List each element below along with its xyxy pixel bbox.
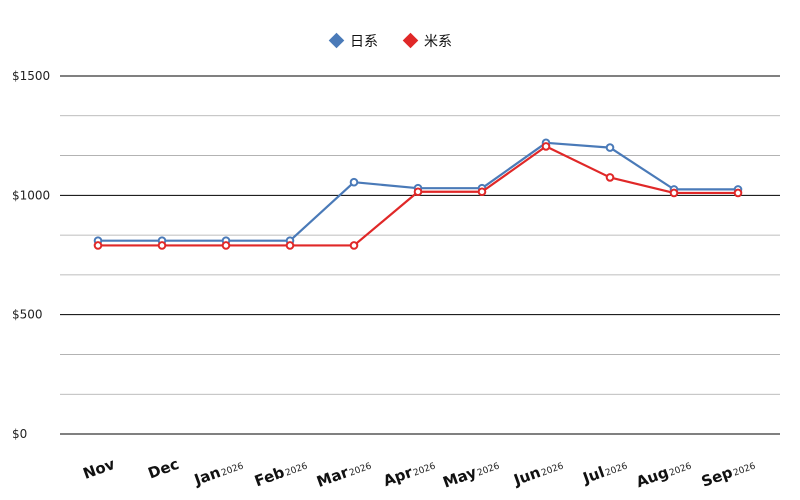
y-tick-label: $0 (12, 427, 27, 441)
x-tick-year: 2026 (476, 461, 501, 478)
x-tick-label: Jan2026 (191, 455, 246, 490)
x-tick-label: Jun2026 (510, 455, 565, 490)
x-tick-month: Dec (146, 455, 182, 483)
x-axis: Nov Dec Jan2026 Feb2026 Mar2026 Apr2026 May202… (81, 455, 758, 492)
data-point (477, 187, 487, 197)
legend-label: 米系 (424, 34, 452, 50)
svg-text:Jun2026: Jun2026 (510, 455, 565, 490)
svg-text:Dec: Dec (146, 455, 182, 483)
legend-diamond-icon (402, 32, 419, 49)
y-tick-label: $1000 (12, 188, 50, 202)
x-tick-month: Jan (191, 463, 223, 489)
data-point (733, 188, 743, 198)
x-tick-month: Aug (634, 463, 671, 491)
legend-diamond-icon (328, 32, 345, 49)
x-tick-year: 2026 (604, 461, 629, 478)
y-axis: $0 $500 $1000 $1500 (12, 69, 50, 441)
legend: 日系 米系 (328, 32, 452, 50)
data-point (605, 173, 615, 182)
x-tick-label: Nov (81, 455, 118, 483)
svg-text:Sep2026: Sep2026 (699, 455, 758, 491)
x-tick-month: Apr (381, 463, 416, 490)
legend-item: 米系 (402, 32, 452, 50)
x-tick-month: Nov (81, 455, 118, 483)
x-tick-label: Aug2026 (634, 455, 694, 491)
svg-text:Jul2026: Jul2026 (580, 455, 630, 488)
x-tick-label: Dec (146, 455, 182, 483)
svg-text:May2026: May2026 (440, 455, 501, 492)
x-tick-label: Sep2026 (699, 455, 758, 491)
x-tick-year: 2026 (348, 461, 373, 478)
x-tick-label: Feb2026 (252, 455, 310, 491)
data-point (157, 241, 167, 250)
x-tick-label: Apr2026 (381, 455, 438, 490)
data-point (413, 187, 423, 197)
data-point (221, 241, 231, 250)
svg-text:Feb2026: Feb2026 (252, 455, 310, 491)
legend-item: 日系 (328, 32, 378, 50)
x-tick-year: 2026 (284, 461, 309, 478)
grid-lines (60, 75, 780, 435)
svg-text:Jan2026: Jan2026 (191, 455, 246, 490)
data-point (93, 241, 103, 250)
x-tick-month: May (440, 463, 479, 492)
x-tick-year: 2026 (732, 461, 757, 478)
data-point (541, 142, 551, 151)
svg-text:Nov: Nov (81, 455, 118, 483)
x-tick-label: Mar2026 (314, 455, 373, 491)
x-tick-month: Jul (580, 463, 607, 488)
svg-text:Aug2026: Aug2026 (634, 455, 694, 491)
data-point (605, 143, 615, 152)
data-point (349, 177, 359, 187)
series-lines (93, 138, 743, 250)
data-point (349, 241, 359, 250)
x-tick-month: Mar (314, 463, 351, 491)
x-tick-year: 2026 (412, 461, 437, 478)
x-tick-year: 2026 (540, 461, 565, 478)
svg-text:Mar2026: Mar2026 (314, 455, 373, 491)
y-tick-label: $1500 (12, 69, 50, 83)
data-point (669, 188, 679, 198)
x-tick-year: 2026 (668, 461, 693, 478)
y-tick-label: $500 (12, 308, 43, 322)
data-point (285, 241, 295, 250)
svg-text:Apr2026: Apr2026 (381, 455, 438, 490)
x-tick-label: May2026 (440, 455, 501, 492)
x-tick-month: Sep (699, 463, 735, 491)
x-tick-year: 2026 (220, 461, 245, 478)
x-tick-label: Jul2026 (580, 455, 630, 488)
x-tick-month: Jun (510, 463, 542, 489)
x-tick-month: Feb (252, 463, 287, 490)
legend-label: 日系 (350, 34, 378, 50)
